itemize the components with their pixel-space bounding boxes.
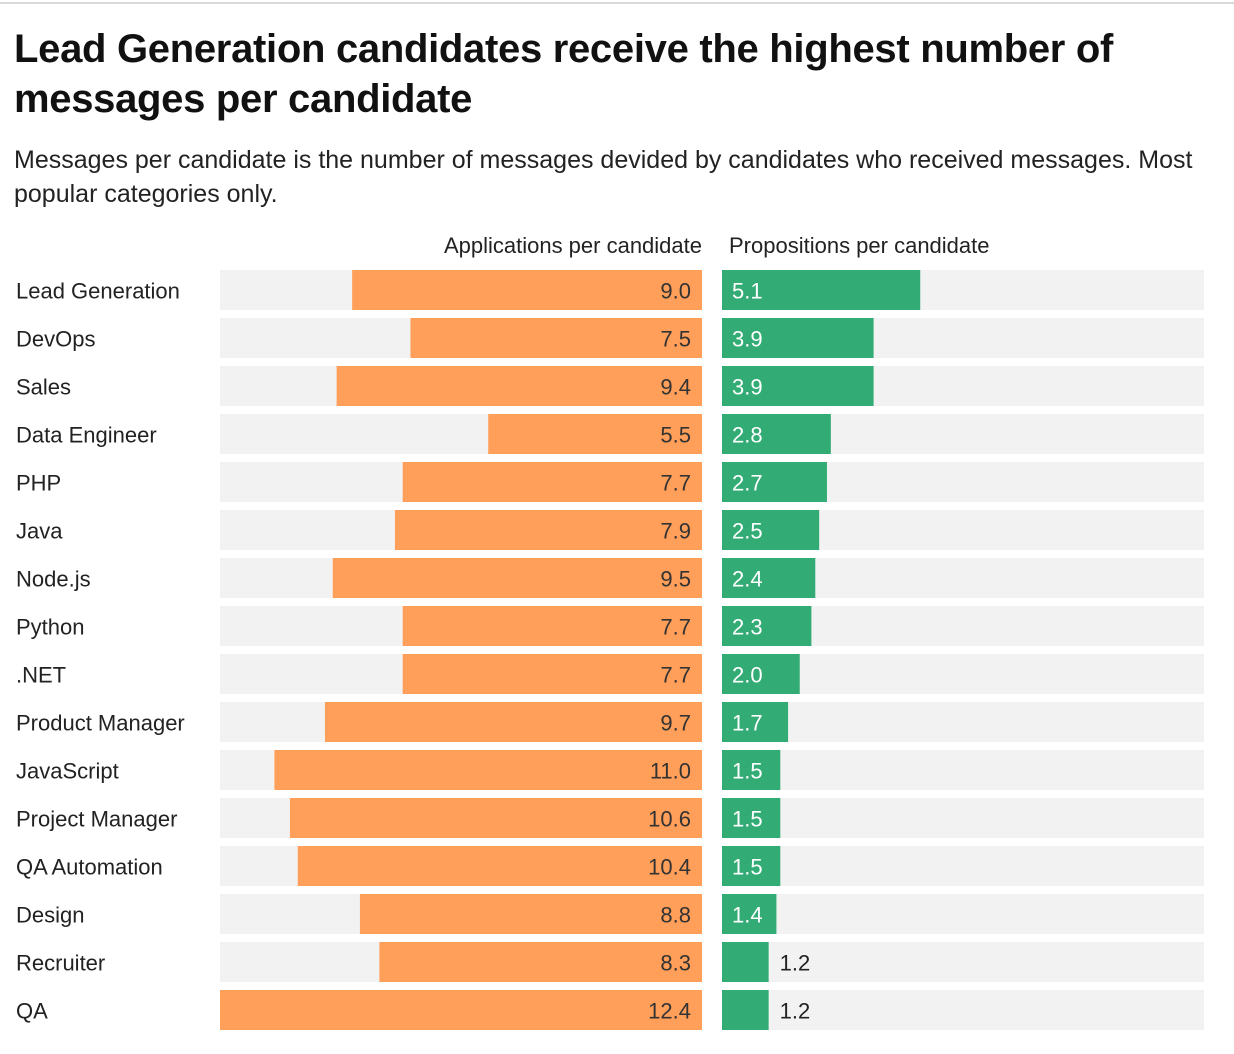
propositions-bar [722, 750, 781, 790]
propositions-value-label: 1.5 [732, 759, 763, 784]
category-label: QA Automation [16, 855, 163, 880]
top-rule [0, 2, 1234, 4]
propositions-bar [722, 702, 789, 742]
category-label: Design [16, 903, 84, 928]
category-label: Lead Generation [16, 279, 180, 304]
category-label: JavaScript [16, 759, 119, 784]
propositions-value-label: 1.4 [732, 903, 763, 928]
propositions-bar [722, 990, 769, 1030]
applications-value-label: 11.0 [650, 759, 691, 784]
category-label: PHP [16, 471, 61, 496]
propositions-value-label: 3.9 [732, 375, 763, 400]
applications-bar [336, 366, 702, 406]
propositions-value-label: 1.7 [732, 711, 763, 736]
applications-value-label: 9.0 [660, 279, 691, 304]
applications-value-label: 9.5 [660, 567, 691, 592]
propositions-track [722, 942, 1204, 982]
propositions-bar [722, 366, 874, 406]
category-label: Project Manager [16, 807, 177, 832]
category-label: Python [16, 615, 85, 640]
propositions-track [722, 990, 1204, 1030]
applications-value-label: 12.4 [648, 999, 691, 1024]
propositions-value-label: 1.2 [780, 999, 811, 1024]
propositions-track [722, 798, 1204, 838]
applications-bar [352, 270, 702, 310]
applications-value-label: 7.9 [660, 519, 691, 544]
propositions-value-label: 2.5 [732, 519, 763, 544]
applications-bar [274, 750, 702, 790]
propositions-track [722, 654, 1204, 694]
propositions-bar [722, 510, 820, 550]
category-label: Node.js [16, 567, 91, 592]
propositions-bar [722, 942, 769, 982]
applications-bar [402, 606, 702, 646]
applications-value-label: 7.7 [660, 615, 691, 640]
chart-title: Lead Generation candidates receive the h… [14, 27, 1114, 121]
applications-bar [402, 462, 702, 502]
propositions-value-label: 2.3 [732, 615, 763, 640]
applications-value-label: 8.8 [660, 903, 691, 928]
category-label: Java [16, 519, 63, 544]
category-label: DevOps [16, 327, 95, 352]
propositions-bar [722, 798, 781, 838]
applications-bar [379, 942, 702, 982]
propositions-track [722, 846, 1204, 886]
applications-value-label: 7.7 [660, 471, 691, 496]
propositions-bar [722, 414, 831, 454]
chart-subtitle: Messages per candidate is the number of … [14, 146, 1193, 208]
applications-value-label: 8.3 [660, 951, 691, 976]
propositions-value-label: 2.4 [732, 567, 763, 592]
propositions-bar [722, 654, 800, 694]
applications-bar [324, 702, 702, 742]
propositions-bar [722, 318, 874, 358]
applications-bar [297, 846, 702, 886]
applications-bar [488, 414, 702, 454]
category-label: .NET [16, 663, 66, 688]
applications-value-label: 7.5 [660, 327, 691, 352]
propositions-bar [722, 558, 816, 598]
propositions-track [722, 894, 1204, 934]
propositions-track [722, 750, 1204, 790]
applications-value-label: 9.7 [660, 711, 691, 736]
propositions-track [722, 702, 1204, 742]
applications-bar [289, 798, 702, 838]
applications-bar [394, 510, 702, 550]
propositions-value-label: 2.8 [732, 423, 763, 448]
applications-value-label: 10.4 [648, 855, 691, 880]
propositions-value-label: 5.1 [732, 279, 763, 304]
applications-bar [332, 558, 702, 598]
propositions-bar [722, 270, 921, 310]
category-label: Product Manager [16, 711, 185, 736]
propositions-value-label: 2.0 [732, 663, 763, 688]
propositions-value-label: 2.7 [732, 471, 763, 496]
applications-value-label: 5.5 [660, 423, 691, 448]
propositions-bar [722, 606, 812, 646]
propositions-bar [722, 462, 827, 502]
propositions-value-label: 1.5 [732, 807, 763, 832]
propositions-bar [722, 894, 777, 934]
applications-column-header: Applications per candidate [443, 233, 702, 258]
propositions-value-label: 1.5 [732, 855, 763, 880]
applications-bar [220, 990, 702, 1030]
category-label: Sales [16, 375, 71, 400]
category-label: Data Engineer [16, 423, 157, 448]
propositions-column-header: Propositions per candidate [729, 233, 990, 258]
propositions-value-label: 1.2 [780, 951, 811, 976]
applications-bar [402, 654, 702, 694]
applications-value-label: 7.7 [660, 663, 691, 688]
propositions-value-label: 3.9 [732, 327, 763, 352]
applications-value-label: 9.4 [660, 375, 691, 400]
category-label: QA [16, 999, 48, 1024]
applications-value-label: 10.6 [648, 807, 691, 832]
applications-bar [410, 318, 702, 358]
propositions-bar [722, 846, 781, 886]
applications-bar [359, 894, 702, 934]
category-label: Recruiter [16, 951, 105, 976]
